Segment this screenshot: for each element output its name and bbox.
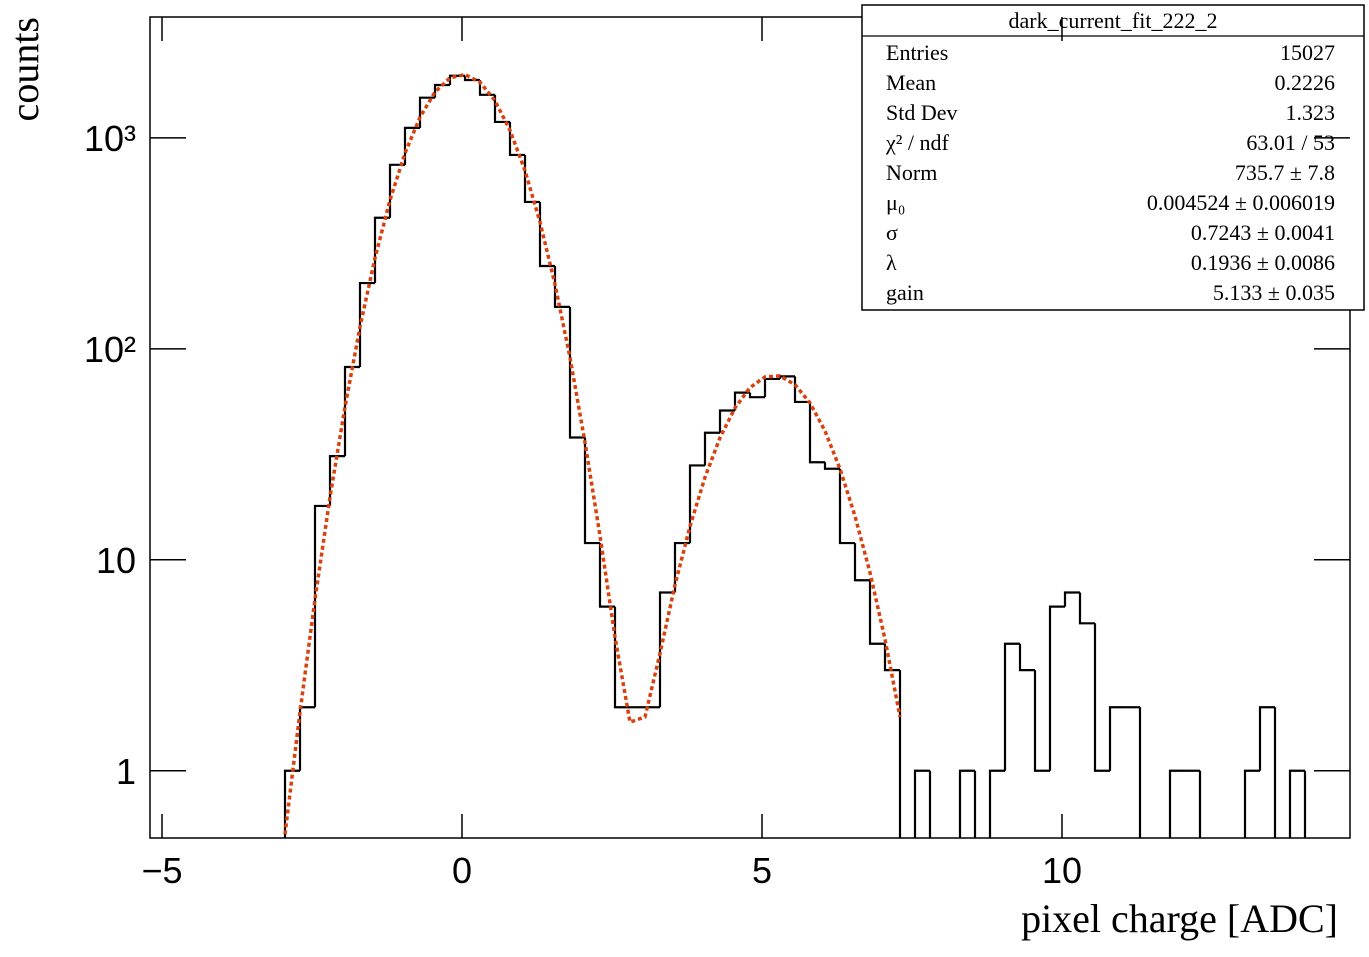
stats-label: Mean <box>886 70 936 95</box>
stats-label: Norm <box>886 160 937 185</box>
histogram-bin <box>1093 623 1110 772</box>
y-tick-label: 10² <box>84 329 136 370</box>
histogram-bin <box>1243 769 1260 838</box>
histogram-bin <box>358 281 375 368</box>
histogram-bin <box>958 769 975 838</box>
histogram-bin <box>1063 591 1080 607</box>
histogram-bin <box>553 265 570 309</box>
stats-value: 0.7243 ± 0.0041 <box>1191 220 1335 245</box>
histogram-bin <box>853 543 870 582</box>
histogram-bin <box>883 643 900 672</box>
histogram-bin <box>808 401 825 464</box>
histogram-bin <box>898 670 902 838</box>
x-tick-label: −5 <box>141 850 182 891</box>
stats-label: λ <box>886 250 897 275</box>
x-axis-label: pixel charge [ADC] <box>1021 896 1338 941</box>
stats-value: 0.004524 ± 0.006019 <box>1147 190 1335 215</box>
histogram-bin <box>313 504 330 708</box>
stats-title: dark_current_fit_222_2 <box>1009 8 1218 33</box>
histogram-bin <box>703 431 720 466</box>
histogram-bin <box>613 606 630 709</box>
histogram-bin <box>1078 592 1095 625</box>
histogram-bin <box>688 464 705 544</box>
histogram-bin <box>1198 770 1202 838</box>
histogram-bin <box>1048 605 1065 771</box>
stats-value: 1.323 <box>1286 100 1336 125</box>
y-axis-label: counts <box>2 17 47 121</box>
histogram-bin <box>913 769 930 838</box>
stats-value: 63.01 / 53 <box>1246 130 1335 155</box>
stats-label: μ₀ <box>886 190 905 215</box>
stats-value: 0.2226 <box>1275 70 1336 95</box>
histogram-bin <box>283 769 300 838</box>
histogram-bin <box>1168 769 1185 838</box>
stats-value: 5.133 ± 0.035 <box>1213 280 1335 305</box>
stats-label: σ <box>886 220 898 245</box>
histogram-bin <box>328 455 345 506</box>
histogram-bin <box>748 392 765 399</box>
stats-value: 15027 <box>1280 40 1335 65</box>
y-tick-label: 10 <box>96 540 136 581</box>
x-tick-label: 0 <box>452 850 472 891</box>
stats-label: Entries <box>886 40 948 65</box>
histogram-bin <box>928 770 932 838</box>
histogram-bin <box>658 591 675 708</box>
histogram-bin <box>1288 769 1305 838</box>
histogram-bin <box>1018 643 1035 672</box>
histogram-bin <box>1138 707 1142 838</box>
histogram-bin <box>1033 670 1050 772</box>
fit-curve <box>283 72 902 835</box>
frame <box>149 16 1351 839</box>
histogram-bin <box>1258 706 1275 771</box>
histogram-bin <box>733 391 750 411</box>
histogram-bin <box>718 409 735 433</box>
histogram-bin <box>583 437 600 545</box>
histogram-bin <box>868 580 885 645</box>
x-tick-label: 10 <box>1042 850 1082 891</box>
stats-box: dark_current_fit_222_2 Entries 15027 Mean 0… <box>861 4 1365 311</box>
histogram-bin <box>823 462 840 470</box>
stats-label: χ² / ndf <box>885 130 949 155</box>
histogram-bin <box>1003 642 1020 771</box>
y-tick-label: 1 <box>116 751 136 792</box>
histogram-bin <box>1273 707 1277 838</box>
histogram-bin <box>973 770 977 838</box>
stats-frame <box>861 4 1365 311</box>
histogram-bin <box>838 468 855 545</box>
histogram-bin <box>1303 770 1307 838</box>
y-tick-label: 10³ <box>84 118 136 159</box>
histogram-bin <box>1108 706 1125 771</box>
histogram-bin <box>988 769 1005 838</box>
stats-label: Std Dev <box>886 100 958 125</box>
histogram-bin <box>343 365 360 457</box>
stats-value: 735.7 ± 7.8 <box>1235 160 1335 185</box>
x-tick-label: 5 <box>752 850 772 891</box>
stats-value: 0.1936 ± 0.0086 <box>1191 250 1335 275</box>
stats-label: gain <box>886 280 924 305</box>
plot-area <box>283 72 1307 838</box>
